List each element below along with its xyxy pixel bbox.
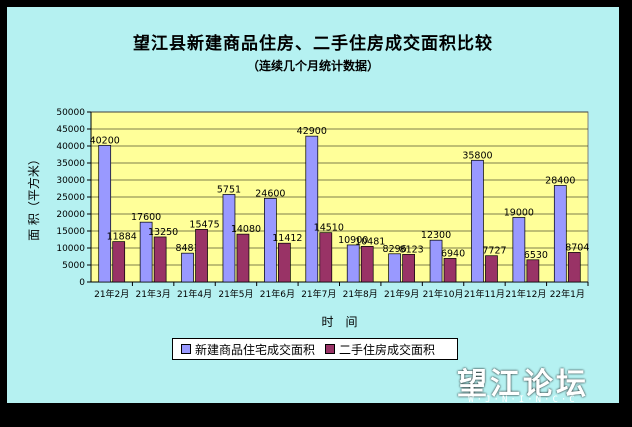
- data-label-resale-homes: 6530: [524, 250, 548, 261]
- bar-resale-homes: [485, 255, 498, 283]
- bar-new-homes: [181, 252, 194, 283]
- bar-new-homes: [512, 217, 526, 283]
- bar-new-homes: [471, 159, 484, 283]
- bar-new-homes: [98, 144, 112, 283]
- y-tick-label: 5000: [62, 261, 85, 271]
- data-label-resale-homes: 14510: [314, 223, 344, 234]
- bar-resale-homes: [195, 229, 208, 283]
- y-tick-label: 20000: [56, 210, 85, 220]
- watermark-main-text: 望江论坛: [457, 367, 589, 402]
- legend: 新建商品住宅成交面积 二手住房成交面积: [172, 338, 458, 360]
- bar-resale-homes: [402, 254, 415, 283]
- bar-new-homes: [553, 185, 567, 283]
- legend-label-resale-homes: 二手住房成交面积: [339, 342, 436, 357]
- x-tick-label: 21年7月: [301, 288, 336, 300]
- bar-resale-homes: [319, 232, 333, 283]
- chart-subtitle: （连续几个月统计数据）: [246, 59, 379, 73]
- data-label-resale-homes: 8123: [400, 244, 424, 255]
- data-label-resale-homes: 11412: [272, 233, 302, 244]
- x-tick-label: 21年8月: [343, 288, 378, 300]
- y-tick-label: 50000: [56, 108, 85, 118]
- bar-resale-homes: [360, 246, 374, 283]
- data-label-new-homes: 10900: [338, 235, 368, 246]
- data-label-new-homes: 12300: [421, 230, 451, 241]
- x-axis-title: 时 间: [321, 315, 357, 329]
- data-label-new-homes: 19000: [504, 207, 534, 218]
- x-tick-label: 21年9月: [384, 288, 419, 300]
- data-label-new-homes: 8481: [175, 243, 199, 254]
- y-tick-label: 30000: [56, 176, 85, 186]
- bar-resale-homes: [443, 258, 457, 283]
- forum-watermark-logo: 望江论坛 W·J·N·I·N·C·C: [428, 359, 618, 407]
- y-tick-label: 0: [79, 278, 85, 288]
- bar-new-homes: [346, 244, 360, 283]
- chart-title: 望江县新建商品住房、二手住房成交面积比较: [133, 34, 493, 54]
- x-tick-label: 21年3月: [136, 288, 171, 300]
- legend-swatch-resale-homes: [325, 344, 336, 354]
- data-label-resale-homes: 8704: [565, 242, 589, 253]
- x-tick-label: 21年5月: [218, 288, 253, 300]
- y-tick-label: 25000: [56, 193, 85, 203]
- bar-new-homes: [429, 239, 443, 283]
- data-label-resale-homes: 13250: [148, 227, 178, 238]
- data-label-new-homes: 5751: [217, 184, 241, 195]
- legend-label-new-homes: 新建商品住宅成交面积: [195, 342, 316, 357]
- bar-new-homes: [388, 253, 401, 283]
- bar-resale-homes: [153, 236, 167, 283]
- x-tick-label: 21年4月: [177, 288, 212, 300]
- x-tick-label: 21年12月: [505, 288, 546, 300]
- bar-new-homes: [264, 198, 277, 283]
- legend-item-new-homes: 新建商品住宅成交面积: [181, 341, 315, 358]
- data-label-new-homes: 28400: [545, 175, 575, 186]
- legend-item-resale-homes: 二手住房成交面积: [325, 341, 435, 358]
- y-axis-title: 面 积（平方米）: [26, 153, 41, 241]
- y-tick-label: 35000: [56, 159, 85, 169]
- data-label-resale-homes: 10481: [355, 236, 385, 247]
- data-label-resale-homes: 15475: [189, 219, 219, 230]
- data-label-resale-homes: 11884: [107, 232, 137, 243]
- bar-new-homes: [139, 221, 153, 283]
- bar-resale-homes: [526, 259, 540, 283]
- y-tick-label: 40000: [56, 142, 85, 152]
- legend-swatch-new-homes: [181, 344, 191, 354]
- y-tick-label: 45000: [56, 125, 85, 135]
- bar-resale-homes: [236, 233, 250, 283]
- data-label-new-homes: 8296: [383, 244, 407, 255]
- y-tick-label: 10000: [56, 244, 85, 254]
- x-tick-label: 21年6月: [260, 288, 295, 300]
- data-label-new-homes: 42900: [297, 126, 327, 137]
- data-label-resale-homes: 7727: [482, 246, 506, 257]
- bar-resale-homes: [278, 242, 291, 283]
- data-label-new-homes: 17600: [131, 212, 161, 223]
- watermark-url-text: W·J·N·I·N·C·C: [468, 395, 578, 405]
- y-tick-label: 15000: [56, 227, 85, 237]
- bar-resale-homes: [567, 252, 581, 283]
- data-label-new-homes: 40200: [90, 135, 120, 146]
- x-tick-label: 21年11月: [464, 288, 505, 300]
- data-label-resale-homes: 6940: [441, 248, 465, 259]
- x-tick-label: 22年1月: [550, 288, 585, 300]
- x-tick-label: 21年2月: [94, 288, 129, 300]
- bar-resale-homes: [112, 241, 126, 283]
- data-label-new-homes: 35800: [462, 150, 492, 161]
- bar-new-homes: [222, 194, 236, 283]
- bar-new-homes: [305, 135, 319, 283]
- data-label-resale-homes: 14080: [231, 224, 261, 235]
- x-tick-label: 21年10月: [423, 288, 464, 300]
- data-label-new-homes: 24600: [255, 188, 285, 199]
